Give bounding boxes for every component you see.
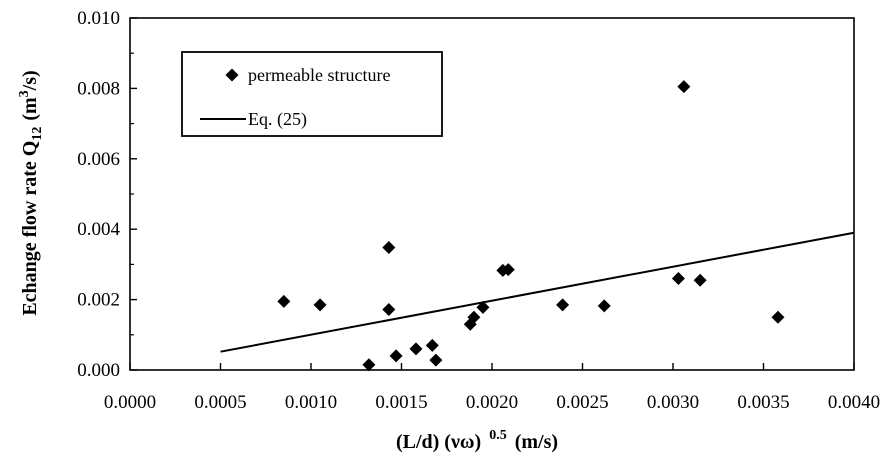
x-axis-title: (L/d) (νω) 0.5 (m/s) [396, 428, 558, 453]
y-tick-label: 0.002 [77, 290, 120, 311]
x-axis-title-unit: (m/s) [515, 431, 558, 453]
y-tick-label: 0.004 [77, 219, 120, 240]
y-axis-title: Echange flow rate Q12 (m3/s) [17, 70, 45, 315]
data-point-permeable-structure [277, 294, 291, 308]
x-axis-title-main: (L/d) (νω) [396, 431, 481, 453]
legend-marker-permeable-structure [225, 68, 239, 82]
legend-label-permeable-structure: permeable structure [248, 65, 390, 85]
data-point-permeable-structure [362, 358, 376, 372]
data-point-permeable-structure [382, 241, 396, 255]
x-axis-title-exponent: 0.5 [489, 428, 507, 443]
x-tick-label: 0.0015 [375, 392, 427, 413]
data-point-permeable-structure [476, 300, 490, 314]
y-tick-label: 0.010 [77, 8, 120, 29]
data-point-permeable-structure [671, 271, 685, 285]
y-tick-label: 0.000 [77, 360, 120, 381]
x-tick-label: 0.0000 [104, 392, 156, 413]
data-point-permeable-structure [597, 299, 611, 313]
x-tick-label: 0.0025 [556, 392, 608, 413]
series-line-eq-25 [220, 231, 855, 353]
legend: permeable structure Eq. (25) [181, 51, 443, 137]
x-tick-label: 0.0005 [194, 392, 246, 413]
data-point-permeable-structure [771, 310, 785, 324]
y-tick-label: 0.008 [77, 78, 120, 99]
y-axis-title-unit-superscript: 3 [17, 90, 32, 97]
x-tick-label: 0.0030 [647, 392, 699, 413]
y-axis-title-main: Echange flow rate Q [19, 141, 41, 316]
legend-label-eq-25: Eq. (25) [248, 109, 307, 130]
legend-box [181, 51, 443, 137]
data-point-permeable-structure [501, 263, 515, 277]
data-point-permeable-structure [556, 298, 570, 312]
x-axis-ticks: 0.0000 0.0005 0.0010 0.0015 0.0020 0.0025 0.00… [104, 363, 880, 413]
series-layer [220, 80, 855, 372]
data-point-permeable-structure [313, 298, 327, 312]
x-tick-label: 0.0040 [828, 392, 880, 413]
y-axis-title-subscript: 12 [30, 127, 45, 141]
data-point-permeable-structure [693, 273, 707, 287]
data-point-permeable-structure [429, 353, 443, 367]
x-tick-label: 0.0035 [737, 392, 789, 413]
y-axis-title-unit-suffix: /s) [19, 70, 41, 91]
data-point-permeable-structure [425, 338, 439, 352]
x-tick-label: 0.0010 [285, 392, 337, 413]
y-tick-label: 0.006 [77, 149, 120, 170]
data-point-permeable-structure [677, 80, 691, 94]
y-axis-title-unit-prefix: (m [19, 97, 41, 121]
x-tick-label: 0.0020 [466, 392, 518, 413]
data-point-permeable-structure [389, 349, 403, 363]
data-point-permeable-structure [409, 342, 423, 356]
y-axis-ticks: 0.000 0.002 0.004 0.006 0.008 0.010 [77, 8, 137, 381]
data-point-permeable-structure [382, 302, 396, 316]
data-point-permeable-structure [467, 310, 481, 324]
